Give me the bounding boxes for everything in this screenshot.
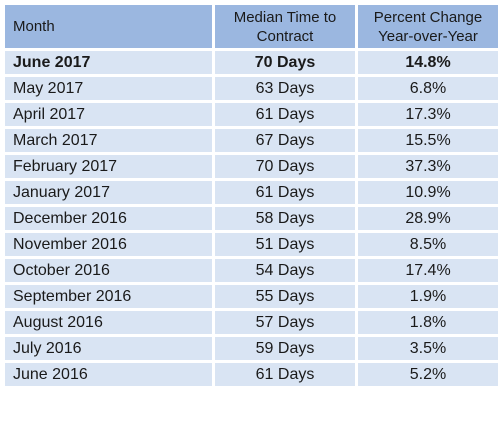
- cell-month: November 2016: [5, 233, 212, 256]
- cell-days: 63 Days: [215, 77, 355, 100]
- cell-percent: 17.3%: [358, 103, 498, 126]
- cell-month: July 2016: [5, 337, 212, 360]
- table-row: June 2017 70 Days 14.8%: [5, 51, 498, 74]
- cell-percent: 3.5%: [358, 337, 498, 360]
- table-row: March 2017 67 Days 15.5%: [5, 129, 498, 152]
- cell-days: 70 Days: [215, 155, 355, 178]
- cell-percent: 1.9%: [358, 285, 498, 308]
- cell-month: January 2017: [5, 181, 212, 204]
- cell-month: June 2016: [5, 363, 212, 386]
- cell-days: 61 Days: [215, 181, 355, 204]
- cell-days: 54 Days: [215, 259, 355, 282]
- table-row: June 2016 61 Days 5.2%: [5, 363, 498, 386]
- cell-month: March 2017: [5, 129, 212, 152]
- table-row: January 2017 61 Days 10.9%: [5, 181, 498, 204]
- cell-percent: 10.9%: [358, 181, 498, 204]
- table-row: August 2016 57 Days 1.8%: [5, 311, 498, 334]
- header-median-time: Median Time to Contract: [215, 5, 355, 48]
- cell-month: June 2017: [5, 51, 212, 74]
- table-row: October 2016 54 Days 17.4%: [5, 259, 498, 282]
- cell-percent: 5.2%: [358, 363, 498, 386]
- cell-days: 51 Days: [215, 233, 355, 256]
- cell-percent: 14.8%: [358, 51, 498, 74]
- cell-days: 61 Days: [215, 363, 355, 386]
- cell-days: 61 Days: [215, 103, 355, 126]
- table-row: May 2017 63 Days 6.8%: [5, 77, 498, 100]
- table-row: November 2016 51 Days 8.5%: [5, 233, 498, 256]
- cell-days: 57 Days: [215, 311, 355, 334]
- table-row: September 2016 55 Days 1.9%: [5, 285, 498, 308]
- cell-month: September 2016: [5, 285, 212, 308]
- cell-percent: 1.8%: [358, 311, 498, 334]
- cell-month: August 2016: [5, 311, 212, 334]
- cell-days: 67 Days: [215, 129, 355, 152]
- cell-percent: 17.4%: [358, 259, 498, 282]
- header-percent-change: Percent Change Year-over-Year: [358, 5, 498, 48]
- cell-days: 70 Days: [215, 51, 355, 74]
- cell-month: December 2016: [5, 207, 212, 230]
- cell-days: 55 Days: [215, 285, 355, 308]
- cell-percent: 6.8%: [358, 77, 498, 100]
- table-row: April 2017 61 Days 17.3%: [5, 103, 498, 126]
- table-row: February 2017 70 Days 37.3%: [5, 155, 498, 178]
- cell-days: 59 Days: [215, 337, 355, 360]
- cell-percent: 8.5%: [358, 233, 498, 256]
- cell-percent: 28.9%: [358, 207, 498, 230]
- header-month: Month: [5, 5, 212, 48]
- cell-month: February 2017: [5, 155, 212, 178]
- cell-days: 58 Days: [215, 207, 355, 230]
- cell-percent: 37.3%: [358, 155, 498, 178]
- table-row: July 2016 59 Days 3.5%: [5, 337, 498, 360]
- cell-month: October 2016: [5, 259, 212, 282]
- table-header-row: Month Median Time to Contract Percent Ch…: [5, 5, 498, 48]
- cell-month: April 2017: [5, 103, 212, 126]
- cell-month: May 2017: [5, 77, 212, 100]
- median-time-to-contract-table: Month Median Time to Contract Percent Ch…: [2, 2, 500, 389]
- cell-percent: 15.5%: [358, 129, 498, 152]
- table-row: December 2016 58 Days 28.9%: [5, 207, 498, 230]
